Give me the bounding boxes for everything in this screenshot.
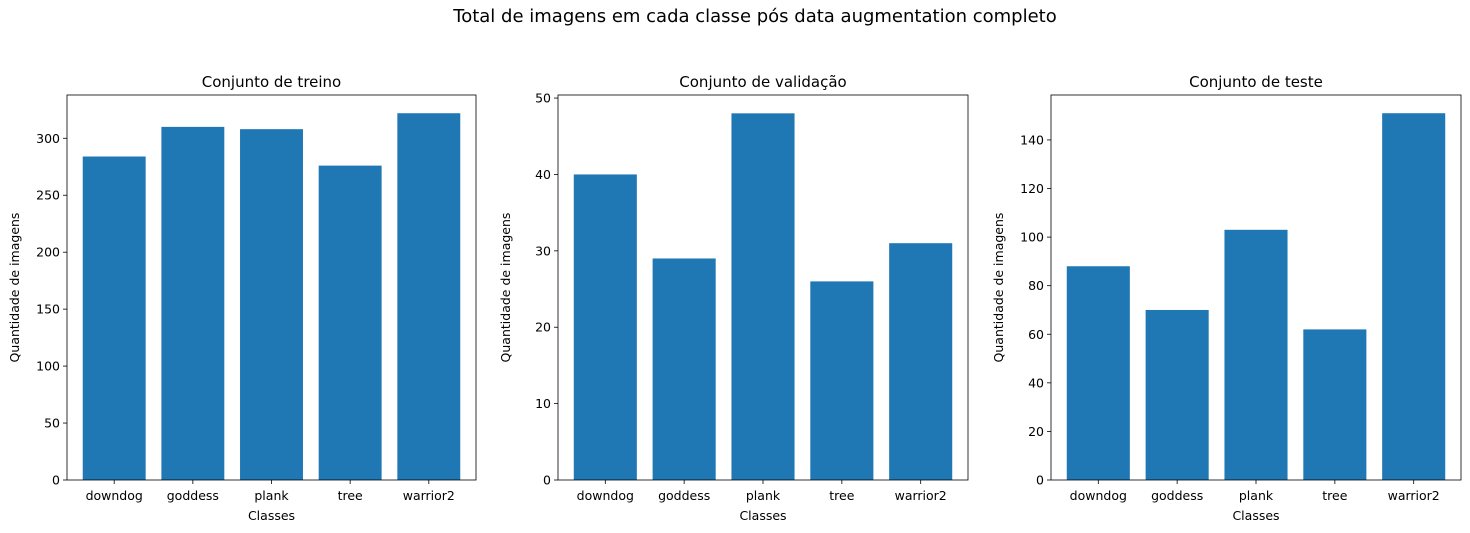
subplot-title: Conjunto de validação bbox=[679, 73, 846, 91]
y-tick-label: 60 bbox=[1028, 327, 1044, 342]
y-tick-label: 40 bbox=[535, 167, 551, 182]
y-axis-label: Quantidade de imagens bbox=[991, 213, 1006, 363]
x-tick-label: downdog bbox=[1070, 488, 1127, 503]
bar-plank bbox=[240, 129, 303, 480]
bar-warrior2 bbox=[889, 243, 953, 480]
bar-downdog bbox=[573, 174, 637, 480]
bar-goddess bbox=[652, 258, 716, 480]
y-tick-label: 300 bbox=[36, 131, 60, 146]
subplot-3: 0 20 40 60 80 100 120 140 downdog goddess plank tre… bbox=[991, 73, 1462, 523]
y-axis-label: Quantidade de imagens bbox=[7, 213, 22, 363]
bar-tree bbox=[1303, 329, 1367, 480]
x-tick-label: goddess bbox=[1151, 488, 1203, 503]
y-tick-label: 100 bbox=[1020, 230, 1044, 245]
subplot-title: Conjunto de treino bbox=[202, 73, 341, 91]
figure-suptitle: Total de imagens em cada classe pós data… bbox=[453, 6, 1057, 27]
x-tick-label: goddess bbox=[658, 488, 710, 503]
y-tick-label: 140 bbox=[1020, 132, 1044, 147]
x-axis-label: Classes bbox=[248, 508, 295, 523]
x-tick-label: goddess bbox=[167, 488, 219, 503]
x-tick-label: downdog bbox=[86, 488, 143, 503]
x-tick-label: plank bbox=[254, 488, 289, 503]
y-tick-label: 80 bbox=[1028, 278, 1044, 293]
bar-plank bbox=[731, 113, 795, 480]
bar-downdog bbox=[82, 156, 146, 480]
bar-downdog bbox=[1066, 266, 1130, 480]
bar-warrior2 bbox=[1382, 113, 1446, 481]
x-tick-label: tree bbox=[829, 488, 854, 503]
y-tick-label: 20 bbox=[1028, 424, 1044, 439]
bar-goddess bbox=[1145, 309, 1209, 480]
x-axis-label: Classes bbox=[739, 508, 786, 523]
bar-tree bbox=[810, 281, 874, 480]
x-tick-label: plank bbox=[1239, 488, 1274, 503]
y-tick-label: 0 bbox=[1036, 473, 1044, 488]
y-tick-label: 200 bbox=[36, 245, 60, 260]
y-tick-label: 0 bbox=[543, 473, 551, 488]
x-tick-label: tree bbox=[338, 488, 363, 503]
x-tick-label: warrior2 bbox=[403, 488, 455, 503]
y-tick-label: 100 bbox=[36, 359, 60, 374]
x-tick-label: warrior2 bbox=[1388, 488, 1440, 503]
subplot-2: 0 10 20 30 40 50 downdog goddess plank tree warrio… bbox=[498, 73, 969, 523]
y-tick-label: 50 bbox=[535, 91, 551, 106]
bar-tree bbox=[318, 165, 382, 480]
x-tick-label: downdog bbox=[577, 488, 634, 503]
y-axis-label: Quantidade de imagens bbox=[498, 213, 513, 363]
y-tick-label: 0 bbox=[52, 473, 60, 488]
y-tick-label: 10 bbox=[535, 396, 551, 411]
y-tick-label: 120 bbox=[1020, 181, 1044, 196]
y-tick-label: 150 bbox=[36, 302, 60, 317]
y-tick-label: 40 bbox=[1028, 375, 1044, 390]
x-tick-label: warrior2 bbox=[895, 488, 947, 503]
y-tick-label: 30 bbox=[535, 243, 551, 258]
y-tick-label: 50 bbox=[44, 416, 60, 431]
subplot-title: Conjunto de teste bbox=[1189, 73, 1323, 91]
x-tick-label: tree bbox=[1322, 488, 1347, 503]
subplot-1: 0 50 100 150 200 250 300 downdog goddess plank tre… bbox=[7, 73, 477, 523]
y-tick-label: 250 bbox=[36, 188, 60, 203]
bar-warrior2 bbox=[397, 113, 461, 480]
bar-goddess bbox=[161, 126, 225, 480]
bar-plank bbox=[1224, 229, 1288, 480]
x-axis-label: Classes bbox=[1232, 508, 1279, 523]
x-tick-label: plank bbox=[746, 488, 781, 503]
y-tick-label: 20 bbox=[535, 320, 551, 335]
